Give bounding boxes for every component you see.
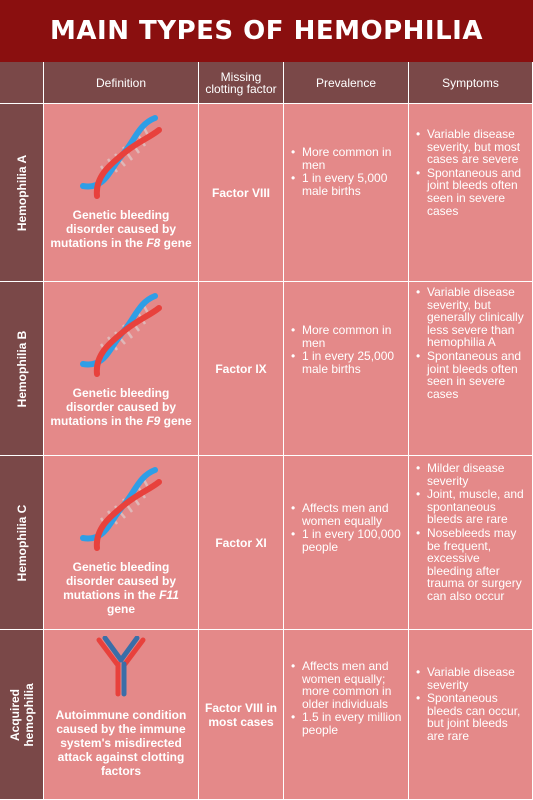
list-item: 1 in every 5,000 male births [290, 172, 402, 197]
missing-factor-cell: Factor VIII in most cases [199, 630, 284, 800]
prevalence-cell: Affects men and women equally 1 in every… [284, 456, 409, 630]
definition-text: Autoimmune condition caused by the immun… [55, 708, 187, 778]
gene-name: F11 [159, 588, 179, 602]
gene-name: F9 [146, 414, 161, 428]
row-label-text: Hemophilia B [14, 330, 29, 407]
dna-icon [80, 115, 162, 199]
symptoms-cell: Variable disease severity, but generally… [409, 282, 533, 456]
definition-cell: Genetic bleeding disorder caused by muta… [44, 104, 199, 282]
definition-text: Genetic bleeding disorder caused by muta… [63, 560, 179, 616]
list-item: 1.5 in every million people [290, 711, 402, 736]
prevalence-cell: More common in men 1 in every 5,000 male… [284, 104, 409, 282]
dna-icon [80, 293, 162, 377]
header-missing-factor: Missing clotting factor [199, 62, 284, 104]
list-item: Affects men and women equally [290, 502, 402, 527]
row-label-text: Acquired hemophilia [7, 682, 36, 747]
prevalence-cell: More common in men 1 in every 25,000 mal… [284, 282, 409, 456]
missing-factor-cell: Factor XI [199, 456, 284, 630]
symptoms-cell: Variable disease severity, but most case… [409, 104, 533, 282]
corner-cell [0, 62, 44, 104]
symptoms-cell: Milder disease severity Joint, muscle, a… [409, 456, 533, 630]
list-item: Affects men and women equally; more comm… [290, 660, 402, 710]
row-label-text: Hemophilia A [14, 154, 29, 231]
symptoms-cell: Variable disease severity Spontaneous bl… [409, 630, 533, 800]
list-item: Spontaneous and joint bleeds often seen … [415, 350, 526, 400]
list-item: 1 in every 25,000 male births [290, 350, 402, 375]
list-item: Variable disease severity [415, 666, 526, 691]
definition-text: Genetic bleeding disorder caused by muta… [50, 386, 192, 428]
list-item: Variable disease severity, but most case… [415, 128, 526, 166]
list-item: Nosebleeds may be frequent, excessive bl… [415, 527, 526, 603]
title-bar: MAIN TYPES OF HEMOPHILIA [0, 0, 533, 62]
list-item: More common in men [290, 146, 402, 171]
list-item: Milder disease severity [415, 462, 526, 487]
row-label-hemophilia-b: Hemophilia B [0, 282, 44, 456]
antibody-icon [96, 636, 146, 697]
definition-cell: Genetic bleeding disorder caused by muta… [44, 282, 199, 456]
row-label-hemophilia-a: Hemophilia A [0, 104, 44, 282]
row-label-text: Hemophilia C [14, 504, 29, 581]
prevalence-cell: Affects men and women equally; more comm… [284, 630, 409, 800]
list-item: Joint, muscle, and spontaneous bleeds ar… [415, 488, 526, 526]
missing-factor-cell: Factor IX [199, 282, 284, 456]
row-label-hemophilia-c: Hemophilia C [0, 456, 44, 630]
row-label-acquired-hemophilia: Acquired hemophilia [0, 630, 44, 800]
hemophilia-table: Definition Missing clotting factor Preva… [0, 62, 533, 800]
definition-cell: Genetic bleeding disorder caused by muta… [44, 456, 199, 630]
list-item: Spontaneous and joint bleeds often seen … [415, 166, 526, 217]
header-definition: Definition [44, 62, 199, 104]
definition-cell: Autoimmune condition caused by the immun… [44, 630, 199, 800]
definition-text: Genetic bleeding disorder caused by muta… [50, 208, 192, 250]
gene-name: F8 [146, 236, 161, 250]
list-item: 1 in every 100,000 people [290, 528, 402, 553]
header-symptoms: Symptoms [409, 62, 533, 104]
page-title: MAIN TYPES OF HEMOPHILIA [50, 16, 483, 46]
dna-icon [80, 467, 162, 551]
list-item: More common in men [290, 324, 402, 349]
header-prevalence: Prevalence [284, 62, 409, 104]
missing-factor-cell: Factor VIII [199, 104, 284, 282]
list-item: Spontaneous bleeds can occur, but joint … [415, 692, 526, 742]
list-item: Variable disease severity, but generally… [415, 286, 526, 349]
